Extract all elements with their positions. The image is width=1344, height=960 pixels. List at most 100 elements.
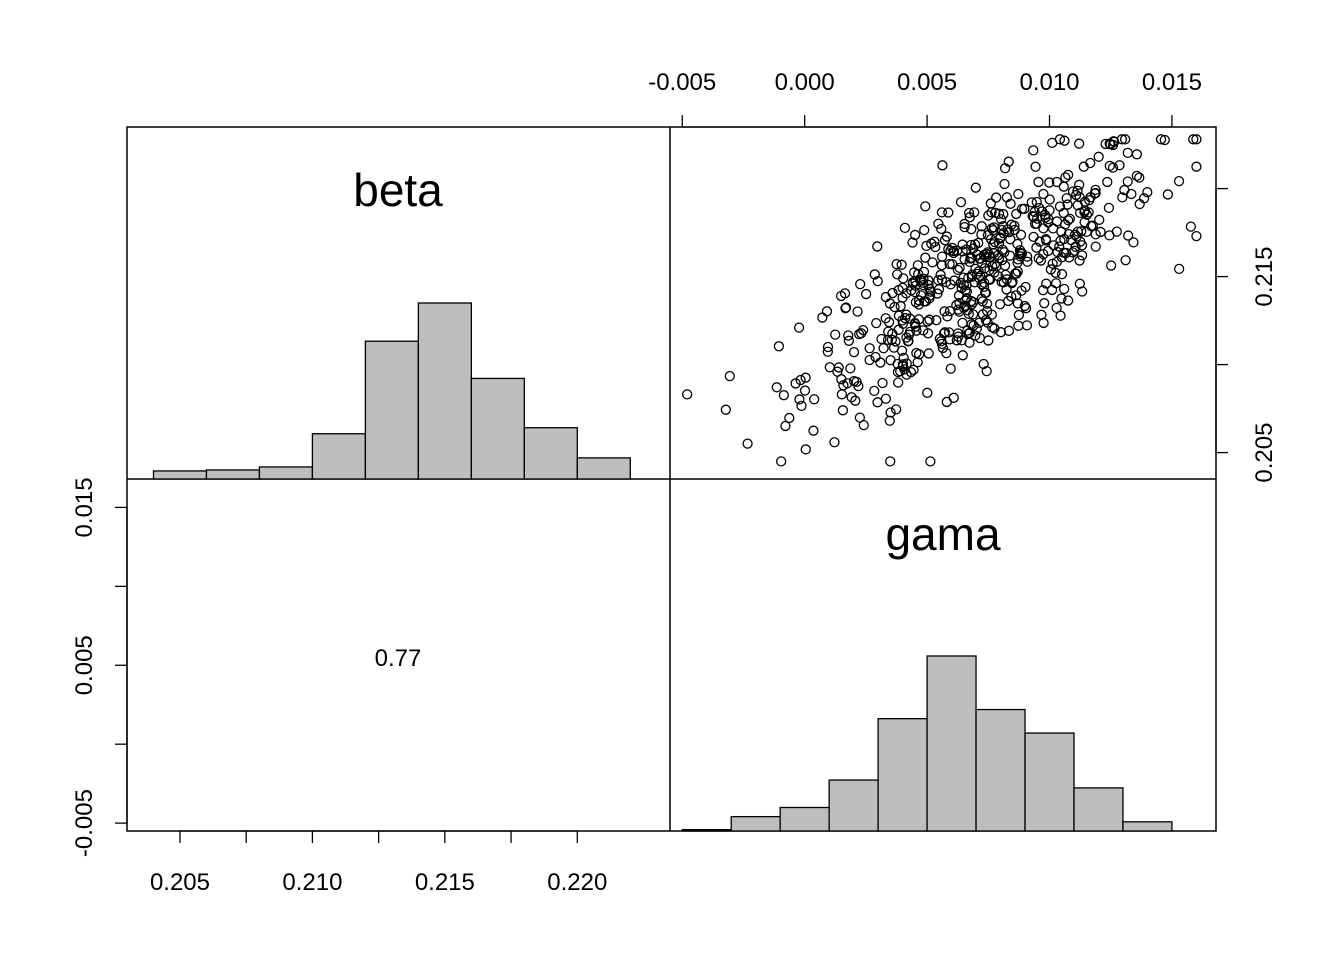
scatter-point [1079,196,1091,207]
scatter-point [939,327,951,338]
scatter-point [1072,185,1083,196]
left-y-axis: -0.005 0.005 0.015 [71,477,128,857]
scatter-point [959,221,970,233]
scatter-point [912,260,923,271]
scatter-point [845,363,856,374]
scatter-point [1075,207,1086,219]
scatter-point [1020,281,1031,293]
scatter-point [1036,206,1048,217]
scatter-point [1035,255,1047,266]
scatter-point [998,209,1009,220]
scatter-point [1117,192,1128,203]
scatter-point [1000,269,1011,281]
scatter-point [848,346,860,358]
beta-hist-bar [417,302,472,480]
scatter-point [864,343,875,354]
scatter-point [1078,161,1089,172]
bottom-axis-tick-label: 0.210 [282,869,342,896]
gama-hist-bar [926,655,977,832]
scatter-point [1060,172,1071,183]
scatter-point [1038,188,1049,200]
scatter-point [822,346,833,357]
scatter-point [984,264,995,276]
scatter-point [989,267,1000,278]
scatter-point [1031,242,1042,253]
scatter-point [793,322,805,333]
scatter-point [1050,267,1061,278]
scatter-point [1004,250,1016,261]
scatter-point [872,275,883,287]
scatter-point [977,309,989,320]
scatter-point [1076,240,1088,251]
scatter-point [968,320,979,331]
scatter-point [1155,134,1167,145]
scatter-point [1016,248,1027,260]
scatter-point [880,393,892,404]
scatter-point [1030,161,1041,172]
scatter-point [955,197,967,208]
scatter-point [1028,145,1039,156]
gama-hist-bar [779,806,830,832]
top-axis-tick-label: 0.015 [1142,69,1202,96]
scatter-point [924,293,935,304]
scatter-point [1021,251,1033,262]
scatter-point [1063,228,1074,240]
scatter-point [933,218,944,229]
scatter-point [918,266,930,278]
scatter-point [893,324,904,335]
scatter-point [911,325,922,336]
scatter-point [1054,134,1066,145]
scatter-point [944,306,956,317]
scatter-point [790,378,801,389]
scatter-point [963,328,974,339]
scatter-point [901,369,912,380]
gama-histogram [681,655,1173,832]
beta-hist-bar [364,340,420,480]
scatter-point [1028,211,1040,222]
scatter-point [1029,206,1040,218]
scatter-point [1122,147,1133,158]
scatter-point [1131,149,1143,160]
scatter-point [887,287,898,299]
scatter-point [1022,256,1033,267]
scatter-point [1044,194,1055,205]
top-axis-tick-label: -0.005 [648,69,716,96]
scatter-point [824,362,835,373]
scatter-point [891,258,902,270]
scatter-point [922,316,933,327]
scatter-point [952,264,964,276]
scatter-point [1050,278,1062,289]
scatter-point [780,420,791,432]
scatter-point [907,237,918,248]
scatter-point [967,309,979,320]
scatter-point [943,207,954,218]
scatter-point [995,327,1007,338]
scatter-point [979,277,990,288]
scatter-point [817,312,828,323]
scatter-point [821,306,833,317]
scatter-point [960,295,971,306]
scatter-point [848,376,860,387]
scatter-point [1058,181,1069,192]
scatter-point [1142,187,1153,198]
beta-hist-bar [205,469,261,480]
scatter-point [958,279,970,291]
scatter-point [991,192,1002,203]
gama-hist-bar [1122,821,1173,832]
scatter-point [1006,219,1017,230]
scatter-point [959,218,970,230]
scatter-point [681,389,693,400]
scatter-point [850,395,861,406]
scatter-point [890,404,902,415]
gama-hist-bar [730,815,781,832]
scatter-point [1052,246,1063,258]
scatter-point [860,288,872,300]
scatter-point [922,387,933,398]
scatter-point [978,281,990,292]
scatter-point [998,277,1009,288]
scatter-point [1074,179,1085,190]
scatter-point [1037,285,1049,296]
scatter-point [913,299,925,310]
scatter-point [983,335,994,346]
scatter-point [1020,303,1032,314]
